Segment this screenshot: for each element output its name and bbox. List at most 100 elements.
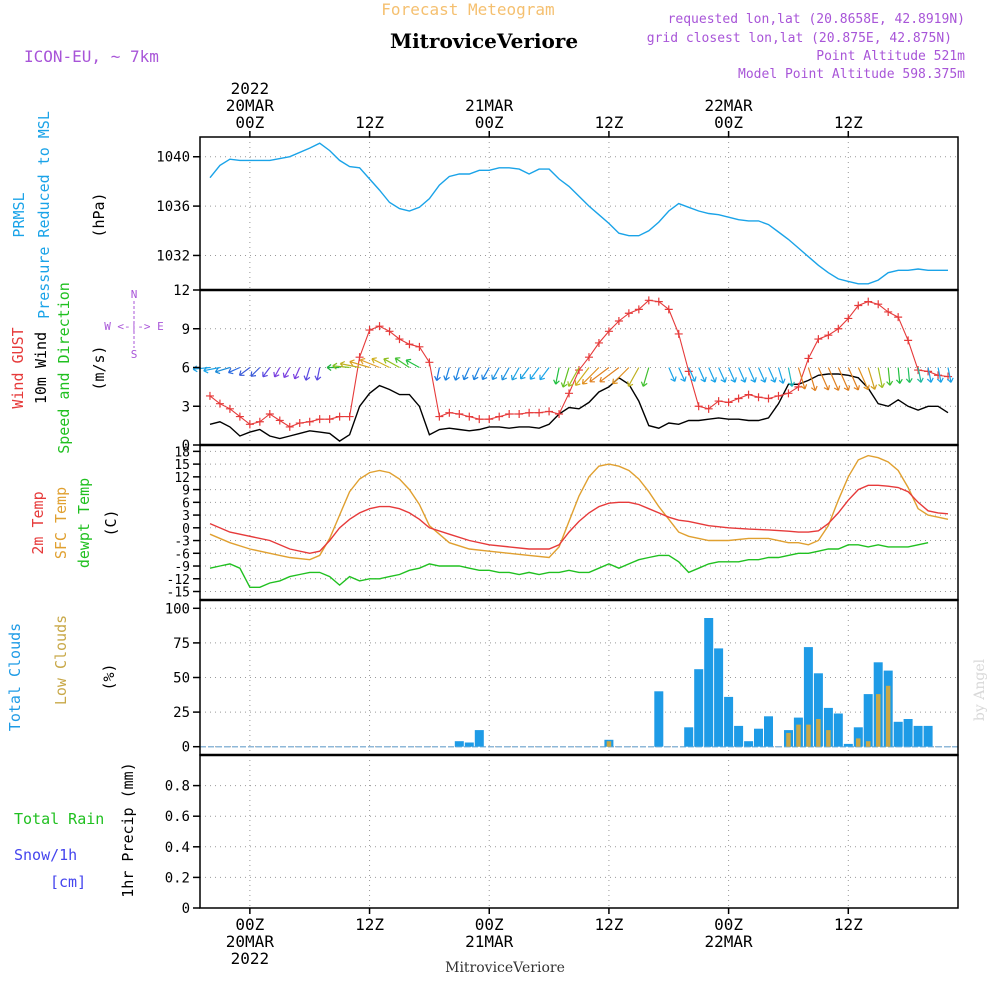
top-time-label: 00Z xyxy=(475,113,504,132)
wind-gust-marker xyxy=(644,296,653,305)
wind-direction-arrow xyxy=(292,367,301,380)
wind-direction-arrow xyxy=(214,366,231,375)
y-tick-label: 6 xyxy=(182,361,190,377)
watermark: by Angel xyxy=(972,658,988,721)
top-time-label: 20MAR xyxy=(226,96,275,115)
y-tick-label: 0 xyxy=(182,522,190,537)
y-tick-label: 0.2 xyxy=(165,870,190,886)
y-tick-label: 18 xyxy=(174,445,190,460)
pressure-label-msl: Pressure Reduced to MSL xyxy=(35,111,53,319)
wind-gust-marker xyxy=(555,410,564,418)
total-clouds-bar xyxy=(764,716,773,747)
total-clouds-bar xyxy=(843,743,853,747)
wind-direction-arrow xyxy=(203,366,221,374)
low-clouds-bar xyxy=(876,694,881,747)
wind-gust-marker xyxy=(535,408,544,417)
wind-direction-arrow xyxy=(332,362,350,370)
y-tick-label: 15 xyxy=(174,458,190,473)
wind-gust-marker xyxy=(235,412,244,421)
y-tick-label: 0 xyxy=(182,901,190,917)
wind-gust-marker xyxy=(814,335,823,344)
wind-gust-marker xyxy=(215,399,224,408)
point-altitude: Point Altitude 521m xyxy=(816,49,965,64)
wind-direction-arrow xyxy=(501,367,510,381)
wind-direction-arrow xyxy=(698,367,707,383)
wind-direction-arrow xyxy=(827,367,841,391)
wind-speed-line xyxy=(209,373,949,442)
total-clouds-bar xyxy=(474,730,484,747)
wind-gust-marker xyxy=(375,322,384,331)
low-clouds-bar xyxy=(866,741,871,747)
wind-direction-arrow xyxy=(777,367,786,384)
y-tick-label: 25 xyxy=(173,705,190,721)
wind-gust-marker xyxy=(744,390,753,399)
wind-10m-label: 10m Wind xyxy=(32,332,50,404)
wind-direction-arrow xyxy=(895,367,903,384)
wind-direction-arrow xyxy=(728,367,737,383)
wind-gust-marker xyxy=(654,297,663,306)
total-clouds-bar xyxy=(714,648,724,747)
wind-gust-marker xyxy=(804,354,813,363)
wind-gust-marker xyxy=(515,410,524,418)
wind-gust-marker xyxy=(614,317,623,325)
wind-direction-arrow xyxy=(612,367,630,385)
total-clouds-bar xyxy=(923,725,933,747)
pressure-line xyxy=(209,142,948,285)
y-tick-label: 1040 xyxy=(156,150,190,166)
bottom-time-label: 21MAR xyxy=(465,932,514,951)
top-time-label: 12Z xyxy=(355,113,384,132)
wind-gust-marker xyxy=(305,417,314,426)
low-clouds-bar xyxy=(786,732,791,747)
wind-direction-arrow xyxy=(262,367,271,378)
total-clouds-bar xyxy=(903,719,913,747)
wind-direction-arrow xyxy=(481,367,490,381)
wind-direction-arrow xyxy=(738,367,747,383)
wind-direction-arrow xyxy=(539,367,550,381)
wind-direction-arrow xyxy=(627,367,640,387)
low-clouds-bar xyxy=(826,730,831,747)
wind-direction-arrow xyxy=(339,360,360,369)
wind-gust-marker xyxy=(525,408,534,417)
wind-direction-arrow xyxy=(282,367,291,379)
bottom-time-label: 20MAR xyxy=(226,932,275,951)
wind-direction-arrow xyxy=(443,367,450,381)
bottom-time-label: 12Z xyxy=(594,915,623,934)
low-clouds-bar xyxy=(806,724,811,747)
sfc-temp-line xyxy=(209,454,949,561)
wind-gust-marker xyxy=(255,417,264,426)
snow-unit-label: [cm] xyxy=(50,873,86,891)
y-tick-label: 1036 xyxy=(156,199,190,215)
wind-direction-arrow xyxy=(581,367,600,385)
wind-direction-arrow xyxy=(326,364,340,371)
total-clouds-bar xyxy=(744,741,754,747)
wind-direction-arrow xyxy=(807,367,818,392)
wind-gust-marker xyxy=(584,353,593,362)
sfc-temp-label: SFC Temp xyxy=(52,487,70,559)
precip-unit-label: 1hr Precip (mm) xyxy=(119,762,137,897)
top-time-label: 21MAR xyxy=(465,96,514,115)
model-altitude: Model Point Altitude 598.375m xyxy=(738,67,965,82)
dewpt-temp-line xyxy=(209,542,929,588)
y-tick-label: 3 xyxy=(182,399,190,415)
y-tick-label: -9 xyxy=(174,560,190,575)
wind-gust-marker xyxy=(624,309,633,318)
y-tick-label: 9 xyxy=(182,322,190,338)
wind-direction-arrow xyxy=(567,367,580,387)
requested-coords: requested lon,lat (20.8658E, 42.8919N) xyxy=(668,12,965,27)
wind-direction-arrow xyxy=(314,367,322,381)
wind-gust-marker xyxy=(295,419,304,428)
wind-gust-marker xyxy=(575,366,583,375)
wind-gust-marker xyxy=(395,335,404,344)
wind-gust-marker xyxy=(315,415,324,424)
wind-direction-arrow xyxy=(857,367,870,391)
temperature-unit-label: (C) xyxy=(102,509,120,536)
wind-gust-marker xyxy=(425,358,434,367)
y-tick-label: -12 xyxy=(167,573,190,588)
total-clouds-bar xyxy=(704,618,714,747)
wind-direction-arrow xyxy=(453,367,460,381)
wind-gust-marker xyxy=(694,402,703,411)
wind-direction-arrow xyxy=(877,367,885,389)
wind-gust-marker xyxy=(335,412,344,421)
wind-gust-marker xyxy=(674,329,683,338)
